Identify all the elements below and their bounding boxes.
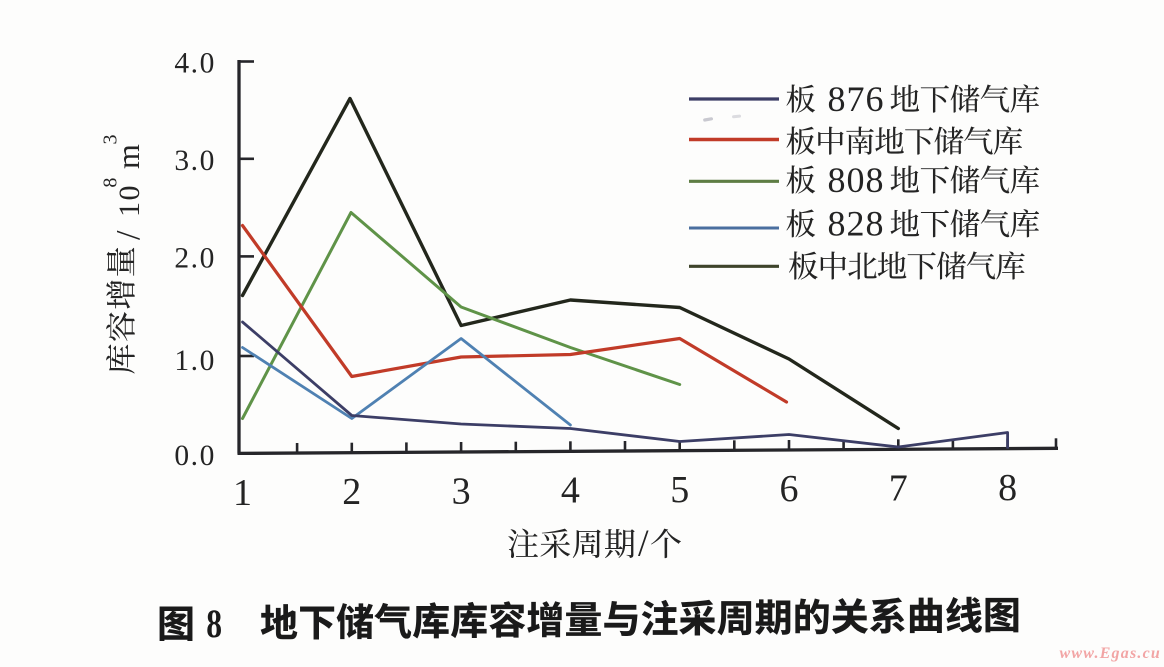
svg-text:8: 8 (99, 178, 121, 188)
svg-text:2: 2 (342, 471, 361, 513)
svg-text:3: 3 (99, 135, 121, 145)
svg-text:m: m (110, 144, 146, 169)
svg-text:/: / (110, 230, 147, 240)
svg-text:3.0: 3.0 (174, 145, 216, 177)
svg-text:828: 828 (828, 204, 885, 244)
svg-text:1: 1 (233, 472, 252, 514)
svg-text:808: 808 (828, 160, 885, 200)
svg-text:4: 4 (561, 470, 580, 512)
svg-text:www.Egas.cu: www.Egas.cu (1059, 645, 1161, 662)
svg-text:876: 876 (828, 79, 885, 119)
svg-text:8: 8 (206, 601, 222, 645)
svg-text:5: 5 (670, 469, 689, 511)
svg-text:1.0: 1.0 (174, 345, 216, 377)
svg-text:8: 8 (998, 467, 1017, 509)
svg-text:4.0: 4.0 (174, 48, 216, 80)
svg-text:7: 7 (889, 468, 908, 510)
svg-text:3: 3 (452, 470, 471, 512)
svg-text:0.0: 0.0 (174, 440, 216, 472)
svg-text:/: / (638, 523, 649, 565)
svg-text:6: 6 (780, 468, 799, 510)
svg-text:10: 10 (113, 184, 146, 217)
svg-text:2.0: 2.0 (174, 242, 216, 274)
